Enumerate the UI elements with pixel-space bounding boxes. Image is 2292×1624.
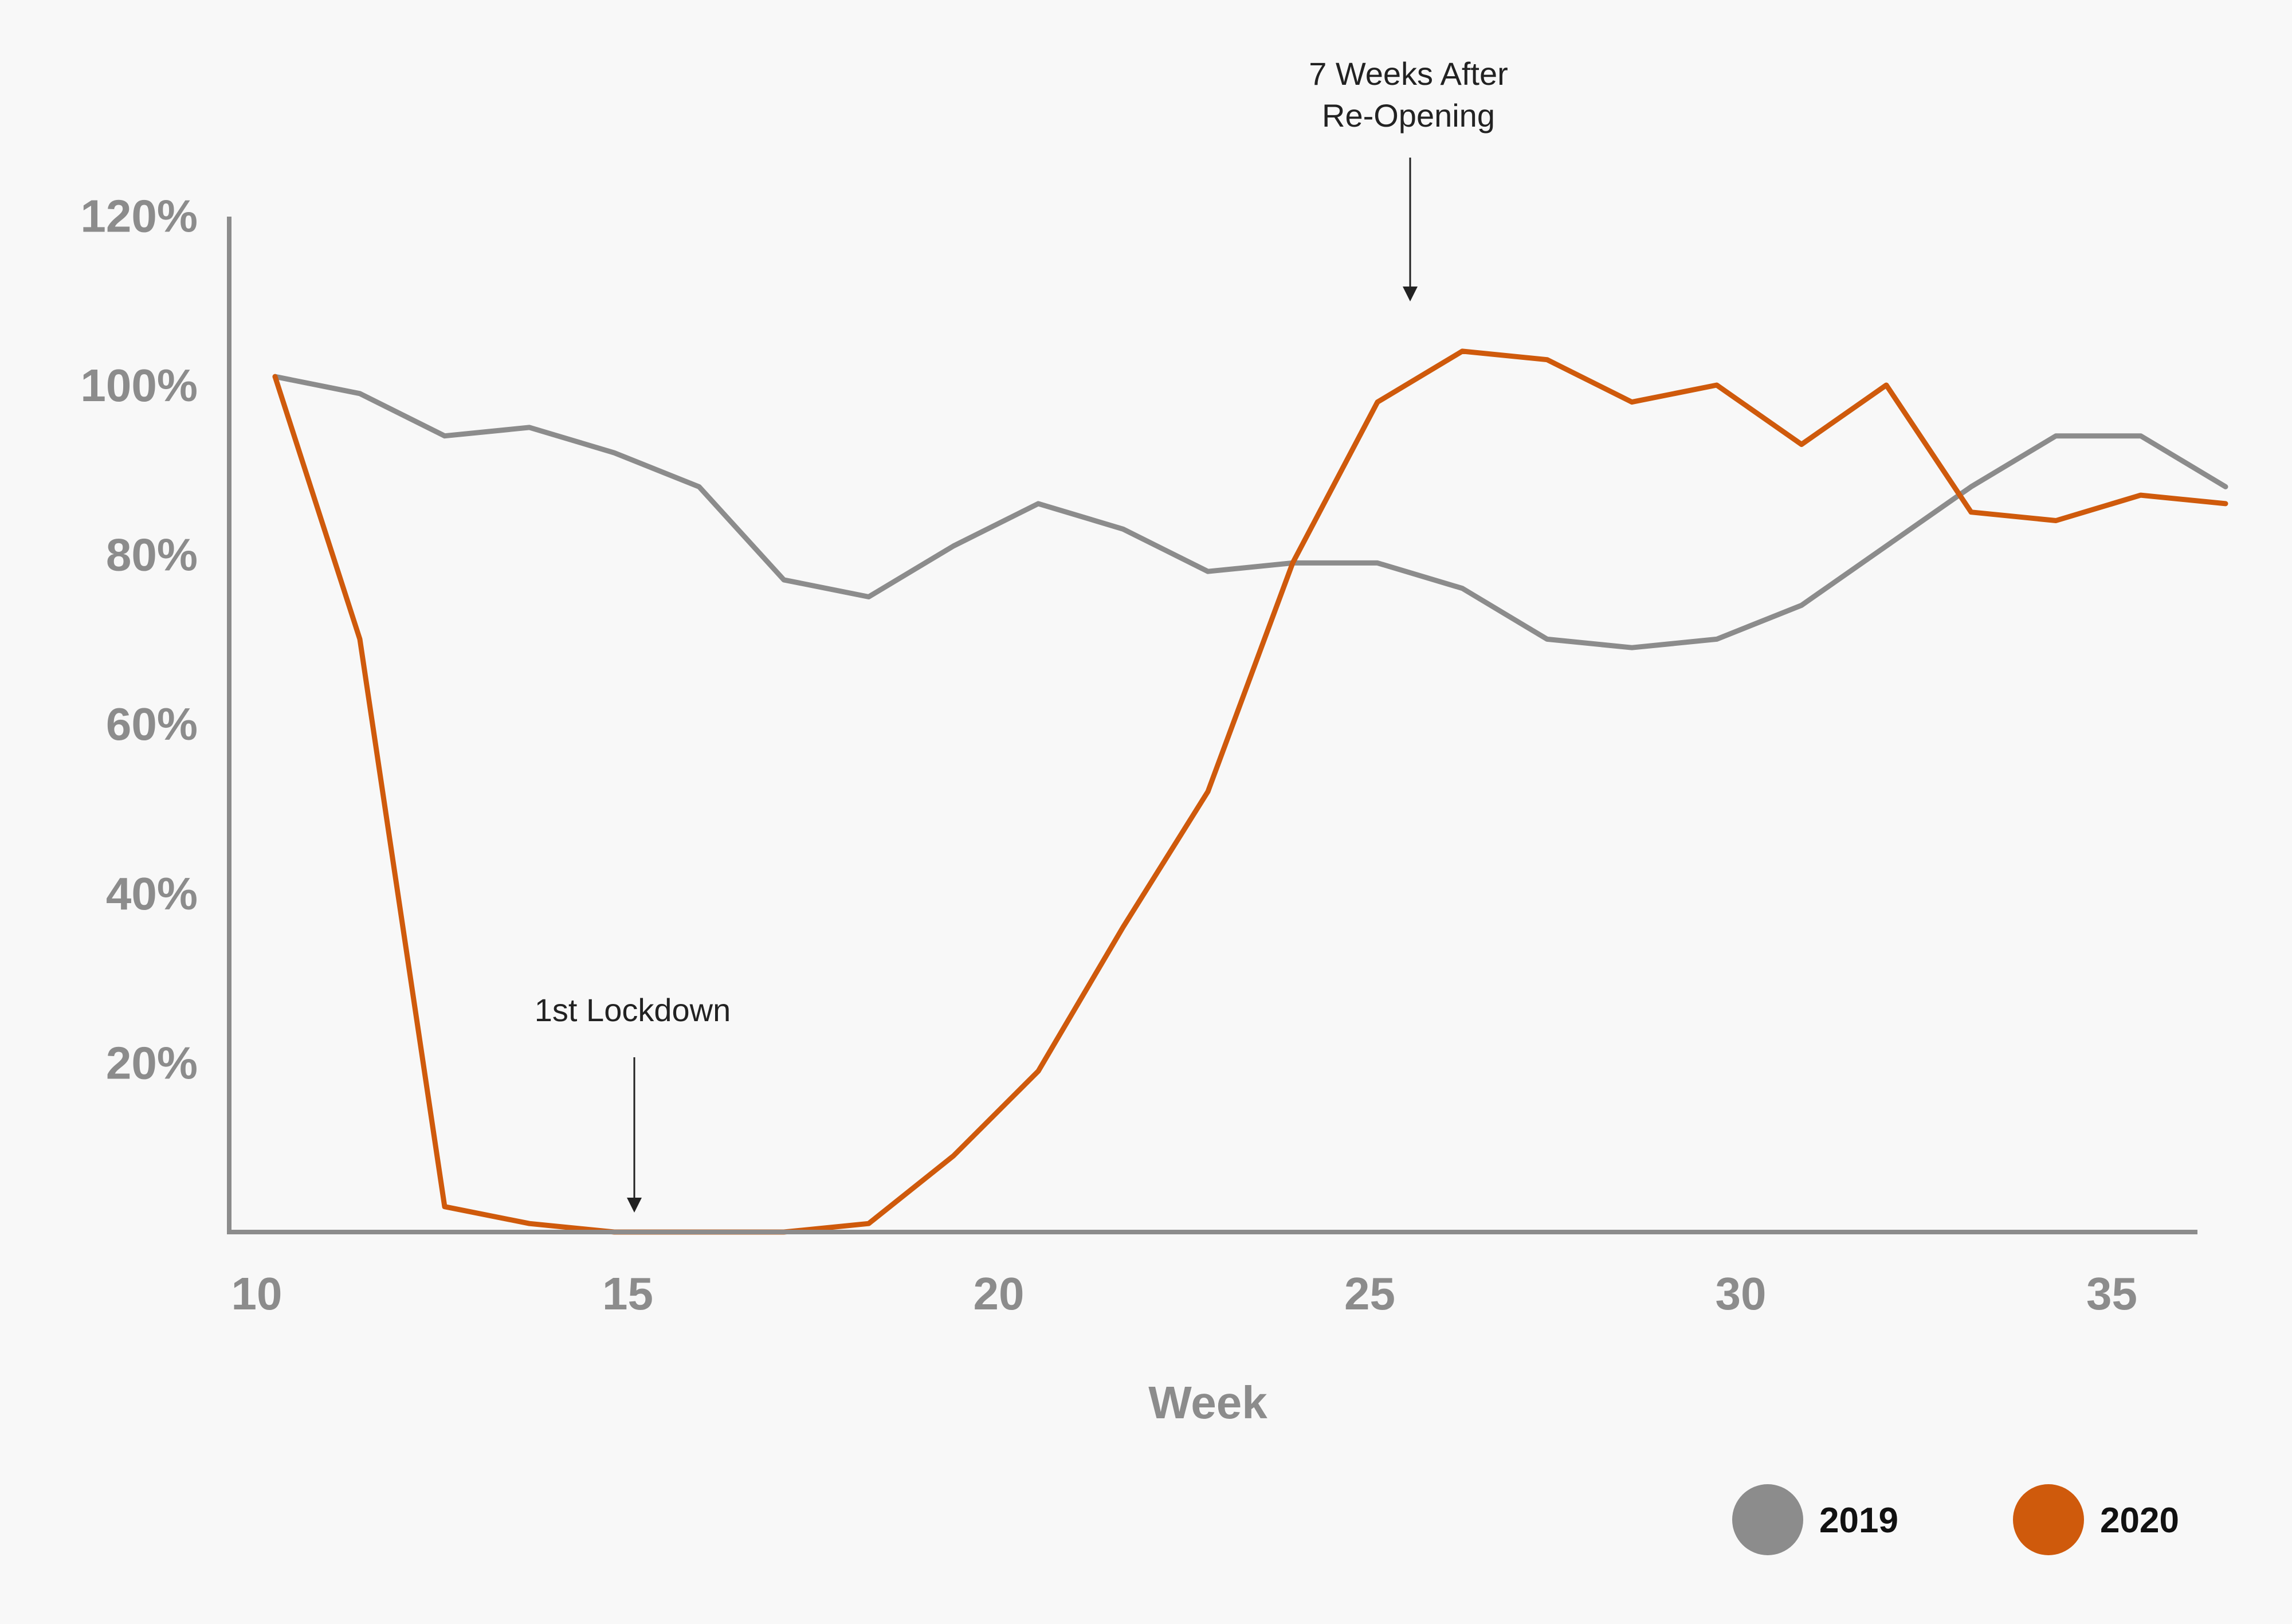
x-tick-label: 15 [602,1268,653,1319]
y-tick-label: 100% [80,360,198,411]
y-tick-label: 40% [106,868,198,919]
series-line-2019 [272,374,2228,650]
annotation-arrowhead [627,1198,642,1213]
x-tick-label: 25 [1344,1268,1395,1319]
legend-label-2020: 2020 [2100,1501,2179,1540]
legend-swatch-2019 [1732,1484,1803,1555]
series-line-2020 [272,348,2228,1235]
legend-label-2019: 2019 [1819,1501,1898,1540]
annotation-label: 7 Weeks After [1309,56,1508,92]
annotation-label: Re-Opening [1322,97,1495,134]
y-tick-label: 120% [80,190,198,241]
y-tick-label: 60% [106,699,198,750]
y-tick-label: 80% [106,529,198,580]
x-tick-label: 30 [1716,1268,1767,1319]
legend-swatch-2020 [2013,1484,2084,1555]
x-tick-label: 20 [974,1268,1025,1319]
x-tick-label: 10 [231,1268,282,1319]
x-axis-title: Week [1148,1377,1267,1428]
annotation-arrowhead [1403,287,1418,301]
x-tick-label: 35 [2086,1268,2137,1319]
y-tick-label: 20% [106,1037,198,1088]
annotation-label: 1st Lockdown [535,992,731,1028]
